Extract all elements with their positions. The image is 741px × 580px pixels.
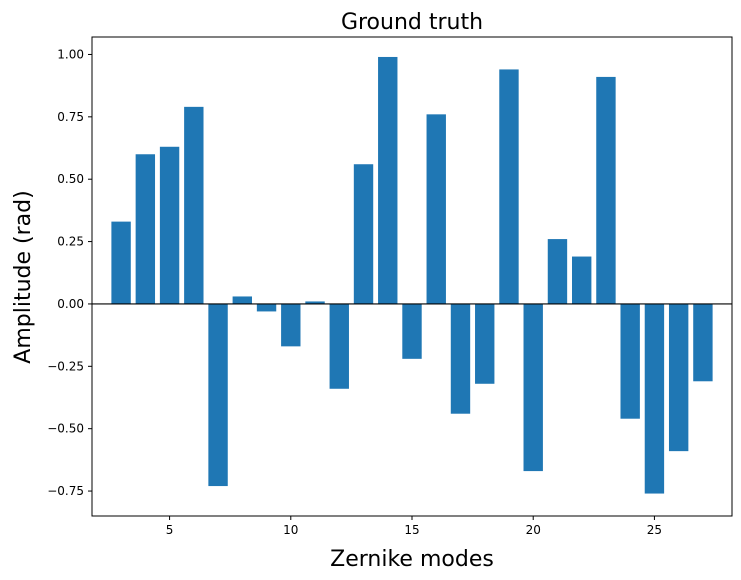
y-tick-label: 0.00: [57, 297, 84, 311]
bar-mode-10: [281, 303, 301, 347]
y-axis-ticks: −0.75 −0.50 −0.25 0.00 0.25 0.50 0.75 1.00: [47, 47, 92, 498]
y-tick-label: −0.25: [47, 359, 84, 373]
bar-mode-13: [353, 164, 374, 304]
x-axis-title: Zernike modes: [330, 547, 494, 572]
bar-mode-12: [329, 303, 349, 389]
bar-mode-18: [475, 303, 495, 384]
bar-mode-25: [644, 303, 665, 494]
bar-mode-16: [426, 114, 446, 304]
bar-mode-11: [305, 301, 325, 304]
bar-mode-21: [547, 239, 568, 304]
bar-mode-20: [523, 303, 543, 472]
x-axis-ticks: 5 10 15 20 25: [166, 516, 662, 537]
bar-mode-8: [232, 296, 252, 304]
bar-mode-3: [111, 221, 131, 304]
bar-mode-26: [668, 303, 689, 452]
bar-mode-27: [693, 303, 713, 382]
bar-mode-24: [620, 303, 640, 419]
x-tick-label: 5: [166, 523, 174, 537]
y-tick-label: 0.25: [57, 235, 84, 249]
bar-mode-23: [596, 76, 616, 304]
bar-mode-4: [135, 154, 156, 304]
bar-mode-7: [208, 303, 228, 487]
y-tick-label: −0.50: [47, 422, 84, 436]
bar-mode-5: [159, 146, 180, 304]
x-tick-label: 15: [404, 523, 419, 537]
chart-title: Ground truth: [341, 10, 483, 35]
bar-mode-17: [450, 303, 471, 414]
bar-mode-9: [256, 303, 277, 312]
y-tick-label: −0.75: [47, 484, 84, 498]
bar-mode-14: [378, 56, 398, 304]
x-tick-label: 10: [283, 523, 298, 537]
x-tick-label: 25: [647, 523, 662, 537]
bar-mode-6: [184, 106, 204, 304]
y-tick-label: 1.00: [57, 47, 84, 61]
y-tick-label: 0.50: [57, 172, 84, 186]
bar-mode-19: [499, 69, 519, 304]
bar-mode-22: [572, 256, 592, 304]
y-axis-title: Amplitude (rad): [11, 190, 36, 363]
y-tick-label: 0.75: [57, 110, 84, 124]
bar-mode-15: [402, 303, 422, 359]
bars: [111, 56, 713, 494]
x-tick-label: 20: [526, 523, 541, 537]
